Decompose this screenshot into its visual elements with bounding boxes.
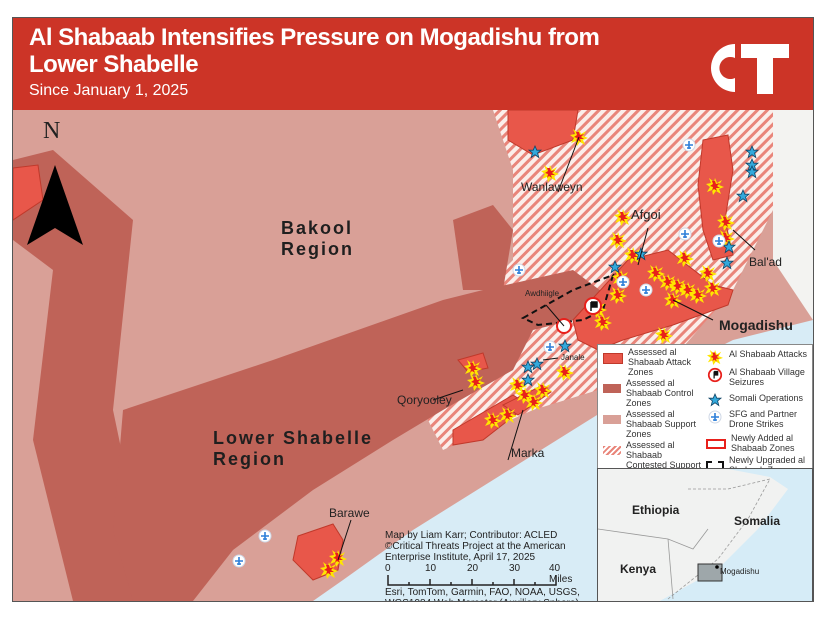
inset-shapes (598, 469, 812, 601)
inset-label-somalia: Somalia (734, 514, 781, 528)
map-figure: Al Shabaab Intensifies Pressure on Mogad… (12, 17, 814, 602)
ct-logo-icon (711, 44, 789, 94)
legend-label: Somali Operations (729, 393, 804, 403)
legend-label: Al Shabaab Village Seizures (729, 367, 805, 387)
place-wanlaweyn: Wanlaweyn (521, 180, 583, 194)
credit-date: Enterprise Institute, April 17, 2025 (385, 552, 536, 563)
title-line-2: Lower Shabelle (29, 51, 199, 78)
legend-label: Assessed al Shabaab Attack Zones (628, 347, 692, 377)
control-zone-swatch (603, 384, 621, 393)
scale-line (387, 575, 557, 586)
scale-tick: 20 (467, 563, 479, 574)
place-qoryooley: Qoryooley (397, 393, 452, 407)
credit-sources: Esri, TomTom, Garmin, FAO, NOAA, USGS, (385, 587, 580, 598)
contested-zone-swatch (603, 446, 621, 455)
region-suffix: Region (281, 239, 354, 259)
place-mogadishu: Mogadishu (719, 317, 793, 333)
legend-control-zone: Assessed al Shabaab Control Zones (603, 378, 703, 408)
legend-support-zone: Assessed al Shabaab Support Zones (603, 409, 703, 439)
credits: Map by Liam Karr; Contributor: ACLED ©Cr… (385, 530, 585, 601)
scale-bar: 0 10 20 30 40 Miles (385, 563, 585, 587)
scale-tick: 40 Miles (549, 563, 573, 585)
star-icon (708, 393, 722, 406)
locator-inset-map: Ethiopia Somalia Kenya Mogadishu (597, 468, 813, 601)
legend-label: Al Shabaab Attacks (729, 349, 808, 359)
place-marka: Marka (511, 446, 545, 460)
map-subtitle: Since January 1, 2025 (29, 82, 189, 99)
drone-icon (708, 410, 722, 424)
inset-label-mogadishu: Mogadishu (720, 567, 760, 576)
attack-burst-icon (707, 349, 723, 365)
legend-label: Assessed al Shabaab Support Zones (626, 409, 697, 439)
north-label: N (43, 118, 61, 144)
place-barawe: Barawe (329, 506, 370, 520)
map-canvas: N Bakool Region Lower Shabelle Region Wa… (13, 109, 813, 601)
region-name: Bakool (281, 218, 354, 238)
title-line-1: Al Shabaab Intensifies Pressure on Mogad… (29, 24, 600, 51)
legend-new-zones: Newly Added al Shabaab Zones (706, 433, 810, 453)
legend-somali-operations: Somali Operations (706, 393, 810, 407)
legend-attack-zone: Assessed al Shabaab Attack Zones (603, 347, 703, 377)
region-label-bakool: Bakool Region (281, 218, 354, 260)
place-janale: Janale (561, 353, 585, 362)
credit-author: Map by Liam Karr; Contributor: ACLED (385, 530, 558, 541)
legend-label: SFG and Partner Drone Strikes (729, 409, 798, 429)
place-afgoi: Afgoi (631, 207, 661, 222)
legend-drone-strikes: SFG and Partner Drone Strikes (706, 409, 810, 429)
legend-label: Newly Added al Shabaab Zones (731, 433, 795, 453)
credit-copyright: ©Critical Threats Project at the America… (385, 541, 566, 552)
region-suffix: Region (213, 449, 286, 469)
scale-tick: 30 (509, 563, 521, 574)
flag-icon (707, 367, 723, 383)
header: Al Shabaab Intensifies Pressure on Mogad… (13, 18, 813, 110)
scale-tick: 0 (385, 563, 391, 574)
legend-label: Assessed al Shabaab Control Zones (626, 378, 694, 408)
map-title: Al Shabaab Intensifies Pressure on Mogad… (29, 24, 600, 78)
map-legend: Assessed al Shabaab Attack Zones Assesse… (597, 344, 813, 480)
credit-projection: WGS1984 Web Mercator (Auxiliary Sphere) (385, 598, 585, 601)
region-label-lower-shabelle: Lower Shabelle Region (213, 428, 373, 470)
new-zone-swatch (706, 439, 726, 449)
support-zone-swatch (603, 415, 621, 424)
region-name: Lower Shabelle (213, 428, 374, 448)
inset-label-ethiopia: Ethiopia (632, 503, 680, 517)
north-arrow-icon (27, 165, 83, 245)
legend-village-seizures: Al Shabaab Village Seizures (706, 367, 810, 387)
legend-attacks: Al Shabaab Attacks (706, 349, 810, 365)
place-awdhiigle: Awdhiigle (525, 289, 560, 298)
place-balad: Bal'ad (749, 255, 782, 269)
scale-tick: 10 (425, 563, 437, 574)
attack-zone-swatch (603, 353, 623, 364)
inset-label-kenya: Kenya (620, 562, 657, 576)
